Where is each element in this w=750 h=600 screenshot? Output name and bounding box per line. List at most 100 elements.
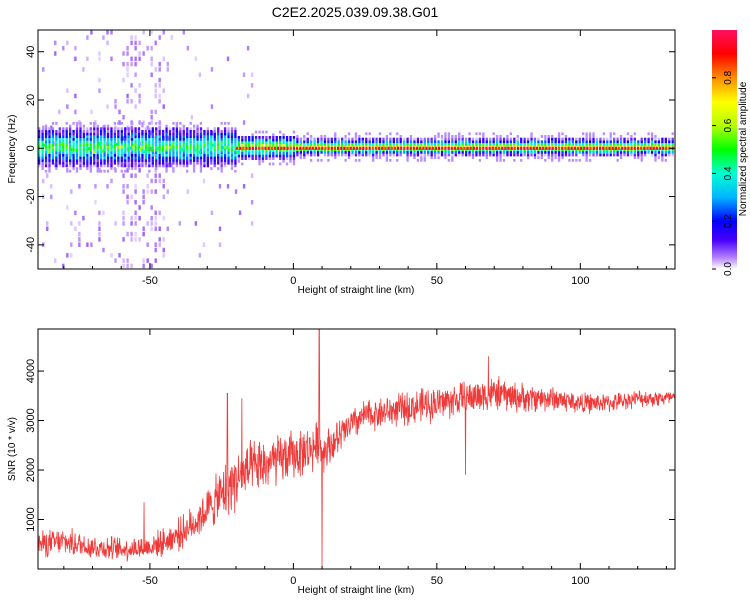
heat-cell bbox=[213, 156, 216, 160]
heat-cell bbox=[320, 150, 323, 154]
heat-cell bbox=[158, 93, 161, 99]
heat-cell bbox=[427, 137, 430, 141]
heat-cell bbox=[199, 151, 203, 154]
heat-cell bbox=[633, 142, 636, 146]
heat-cell bbox=[237, 154, 241, 158]
ridge-cell bbox=[235, 150, 238, 154]
heat-cell bbox=[437, 135, 440, 138]
heat-cell bbox=[430, 150, 433, 154]
heat-cell bbox=[409, 150, 413, 154]
heat-cell bbox=[223, 156, 227, 160]
heat-cell bbox=[155, 132, 158, 136]
heat-cell bbox=[114, 258, 117, 263]
heat-cell bbox=[203, 135, 206, 139]
ridge-cell bbox=[507, 146, 510, 150]
heat-cell bbox=[427, 145, 430, 149]
ridge-cell bbox=[403, 146, 406, 150]
heat-cell bbox=[142, 30, 145, 35]
heat-cell bbox=[79, 153, 82, 157]
heat-cell bbox=[175, 129, 179, 133]
heat-cell bbox=[74, 109, 77, 115]
ridge-cell bbox=[523, 146, 526, 150]
heat-cell bbox=[468, 140, 471, 144]
heat-cell bbox=[182, 30, 186, 35]
heat-cell bbox=[585, 158, 588, 162]
heat-cell bbox=[533, 153, 537, 157]
heat-cell bbox=[182, 124, 185, 128]
heat-cell bbox=[41, 161, 44, 165]
heat-cell bbox=[210, 148, 213, 152]
heat-cell bbox=[423, 148, 426, 152]
heat-cell bbox=[141, 137, 144, 141]
heat-cell bbox=[86, 148, 89, 152]
heat-cell bbox=[162, 194, 165, 200]
heat-cell bbox=[122, 237, 125, 242]
heat-cell bbox=[134, 148, 137, 152]
heat-cell bbox=[268, 151, 271, 155]
heat-cell bbox=[130, 148, 134, 152]
heat-cell bbox=[93, 135, 96, 139]
heat-cell bbox=[351, 137, 354, 141]
heat-cell bbox=[516, 142, 519, 146]
heat-cell bbox=[513, 158, 516, 162]
heat-cell bbox=[495, 156, 499, 160]
heat-cell bbox=[106, 30, 109, 35]
heat-cell bbox=[110, 143, 113, 147]
heat-cell bbox=[261, 135, 265, 139]
heat-cell bbox=[389, 150, 392, 154]
heat-cell bbox=[210, 104, 214, 109]
heat-cell bbox=[110, 137, 113, 141]
heat-cell bbox=[142, 199, 145, 205]
heat-cell bbox=[118, 109, 121, 115]
heat-cell bbox=[58, 127, 61, 131]
heat-cell bbox=[347, 132, 351, 136]
heat-cell bbox=[275, 149, 278, 153]
heat-cell bbox=[117, 132, 120, 136]
heat-cell bbox=[38, 137, 41, 141]
ridge-cell bbox=[561, 146, 564, 150]
colorbar: 0.00.20.40.60.8 Normalized spectral ampl… bbox=[712, 30, 749, 276]
heat-cell bbox=[138, 40, 141, 46]
heat-cell bbox=[547, 153, 550, 157]
heat-cell bbox=[106, 156, 110, 160]
heat-cell bbox=[106, 184, 109, 189]
heat-cell bbox=[506, 137, 509, 141]
ridge-cell bbox=[639, 146, 643, 150]
heat-cell bbox=[647, 148, 650, 152]
heat-cell bbox=[120, 156, 123, 160]
heat-cell bbox=[165, 140, 168, 144]
heat-cell bbox=[282, 133, 285, 137]
heat-cell bbox=[124, 140, 127, 144]
heat-cell bbox=[113, 135, 117, 139]
heat-cell bbox=[62, 137, 65, 141]
heat-cell bbox=[551, 158, 554, 162]
heat-cell bbox=[93, 145, 96, 149]
heat-cell bbox=[551, 137, 554, 141]
heat-cell bbox=[48, 135, 51, 139]
heat-cell bbox=[89, 167, 92, 170]
heat-cell bbox=[130, 151, 134, 154]
heat-cell bbox=[51, 151, 55, 154]
heat-cell bbox=[282, 149, 285, 153]
heat-cell bbox=[210, 156, 213, 160]
ridge-cell bbox=[491, 146, 494, 150]
ridge-cell bbox=[482, 146, 485, 150]
heat-cell bbox=[227, 161, 230, 165]
heat-cell bbox=[168, 148, 172, 152]
heat-cell bbox=[437, 140, 440, 144]
heat-cell bbox=[616, 150, 619, 154]
heat-cell bbox=[551, 156, 554, 160]
heat-cell bbox=[55, 159, 58, 162]
heat-cell bbox=[158, 83, 161, 88]
heat-cell bbox=[44, 156, 48, 160]
heat-cell bbox=[279, 143, 282, 147]
heat-cell bbox=[79, 161, 82, 165]
heat-cell bbox=[168, 140, 172, 144]
heat-cell bbox=[158, 67, 161, 72]
heat-cell bbox=[230, 140, 234, 144]
heat-cell bbox=[251, 135, 254, 139]
heat-cell bbox=[182, 127, 185, 131]
heat-cell bbox=[316, 153, 320, 157]
heat-cell bbox=[68, 137, 72, 141]
heat-cell bbox=[70, 189, 73, 194]
